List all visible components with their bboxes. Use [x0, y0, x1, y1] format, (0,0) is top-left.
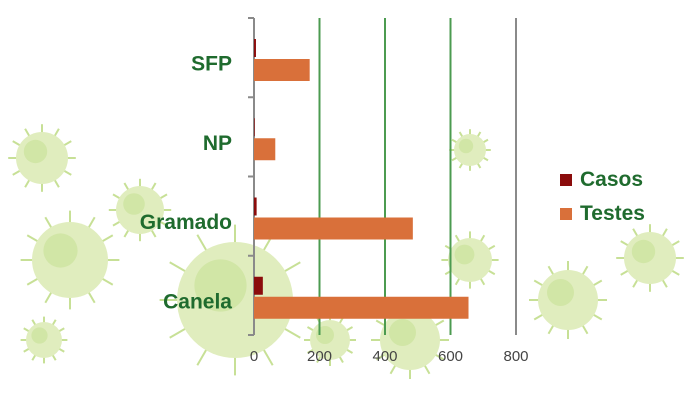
virus-body: [26, 322, 62, 358]
bar-testes: [254, 138, 276, 161]
bar-testes: [254, 217, 413, 240]
virus-core: [43, 233, 78, 268]
virus-icon: [108, 178, 172, 242]
virus-icon: [449, 129, 491, 171]
virus-core: [547, 279, 574, 306]
virus-body: [32, 222, 108, 298]
bar-casos: [254, 118, 255, 137]
bar-casos: [254, 39, 256, 57]
virus-core: [631, 239, 656, 264]
x-tick-label: 800: [503, 348, 528, 365]
virus-icon: [159, 224, 311, 376]
x-tick-label: 0: [250, 348, 258, 365]
virus-core: [31, 327, 48, 344]
legend-swatch-casos: [560, 174, 572, 186]
legend-item-casos: Casos: [560, 168, 645, 192]
category-label: NP: [203, 132, 232, 155]
virus-body: [380, 310, 440, 370]
virus-body: [448, 238, 492, 282]
virus-body: [538, 270, 598, 330]
category-labels: SFP NP Gramado Canela: [140, 53, 233, 314]
gridlines: [318, 18, 517, 335]
virus-icon: [529, 261, 607, 339]
bar-casos: [254, 276, 263, 295]
x-tick-label: 200: [307, 348, 332, 365]
category-label: Canela: [163, 290, 232, 313]
virus-icon: [616, 224, 684, 292]
legend-label-testes: Testes: [580, 202, 645, 225]
legend-swatch-testes: [560, 208, 572, 220]
bar-casos: [254, 197, 257, 216]
bar-testes: [254, 296, 469, 319]
virus-body: [624, 232, 676, 284]
category-label: Gramado: [140, 211, 232, 234]
virus-core: [389, 319, 416, 346]
x-tick-label: 400: [372, 348, 397, 365]
virus-core: [123, 193, 145, 215]
legend-item-testes: Testes: [560, 202, 645, 226]
x-tick-labels: 0 200 400 600 800: [250, 348, 529, 365]
legend-label-casos: Casos: [580, 168, 644, 191]
x-tick-label: 600: [438, 348, 463, 365]
legend: Casos Testes: [560, 168, 645, 226]
virus-icon: [20, 316, 68, 364]
virus-body: [116, 186, 164, 234]
virus-body: [16, 132, 68, 184]
bars: [254, 39, 469, 319]
virus-core: [458, 138, 474, 154]
virus-icon: [8, 124, 76, 192]
virus-icon: [441, 231, 499, 289]
virus-background-decoration: [8, 124, 684, 379]
category-label: SFP: [191, 53, 232, 76]
virus-core: [23, 139, 48, 164]
virus-core: [454, 244, 475, 265]
virus-icon: [20, 210, 120, 310]
virus-core: [194, 259, 247, 312]
bar-testes: [254, 59, 310, 81]
virus-body: [177, 242, 293, 358]
virus-body: [454, 134, 486, 166]
virus-icon: [371, 301, 449, 379]
